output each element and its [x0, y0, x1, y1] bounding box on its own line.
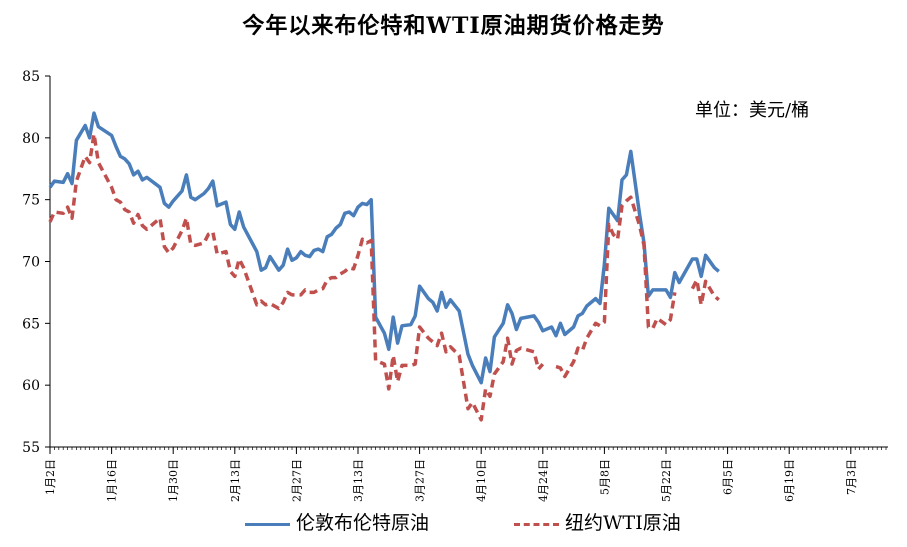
- x-tick-label: 4月10日: [475, 459, 488, 502]
- chart-title: 今年以来布伦特和WTI原油期货价格走势: [242, 13, 665, 39]
- x-tick-label: 1月2日: [44, 459, 57, 495]
- y-tick-label: 65: [22, 316, 40, 332]
- x-tick-label: 2月27日: [290, 459, 303, 502]
- legend-item-wti: 纽约WTI原油: [514, 508, 681, 535]
- legend-item-brent: 伦敦布伦特原油: [245, 508, 429, 535]
- x-tick-label: 6月19日: [783, 459, 796, 502]
- x-tick-label: 6月5日: [722, 459, 735, 495]
- x-tick-label: 2月13日: [229, 459, 242, 502]
- legend-label-wti: 纽约WTI原油: [565, 512, 681, 534]
- legend-swatch-wti: [514, 522, 559, 526]
- legend-swatch-brent: [245, 522, 290, 526]
- y-tick-label: 60: [22, 378, 40, 394]
- x-tick-label: 7月3日: [845, 459, 858, 495]
- y-tick-label: 70: [22, 255, 40, 271]
- y-tick-label: 55: [22, 440, 40, 456]
- x-tick-label: 5月8日: [598, 459, 611, 495]
- unit-label: 单位：美元/桶: [695, 100, 810, 121]
- x-tick-label: 3月27日: [414, 459, 427, 502]
- legend-label-brent: 伦敦布伦特原油: [296, 512, 430, 534]
- x-tick-label: 5月22日: [660, 459, 673, 502]
- y-tick-label: 80: [22, 131, 40, 147]
- x-tick-label: 1月16日: [106, 459, 119, 502]
- x-tick-label: 1月30日: [167, 459, 180, 502]
- x-tick-label: 4月24日: [537, 459, 550, 502]
- y-tick-label: 85: [22, 69, 40, 85]
- x-tick-label: 3月13日: [352, 459, 365, 502]
- series-line-brent: [48, 111, 720, 385]
- y-tick-label: 75: [22, 193, 40, 209]
- series-line-wti: [48, 132, 720, 422]
